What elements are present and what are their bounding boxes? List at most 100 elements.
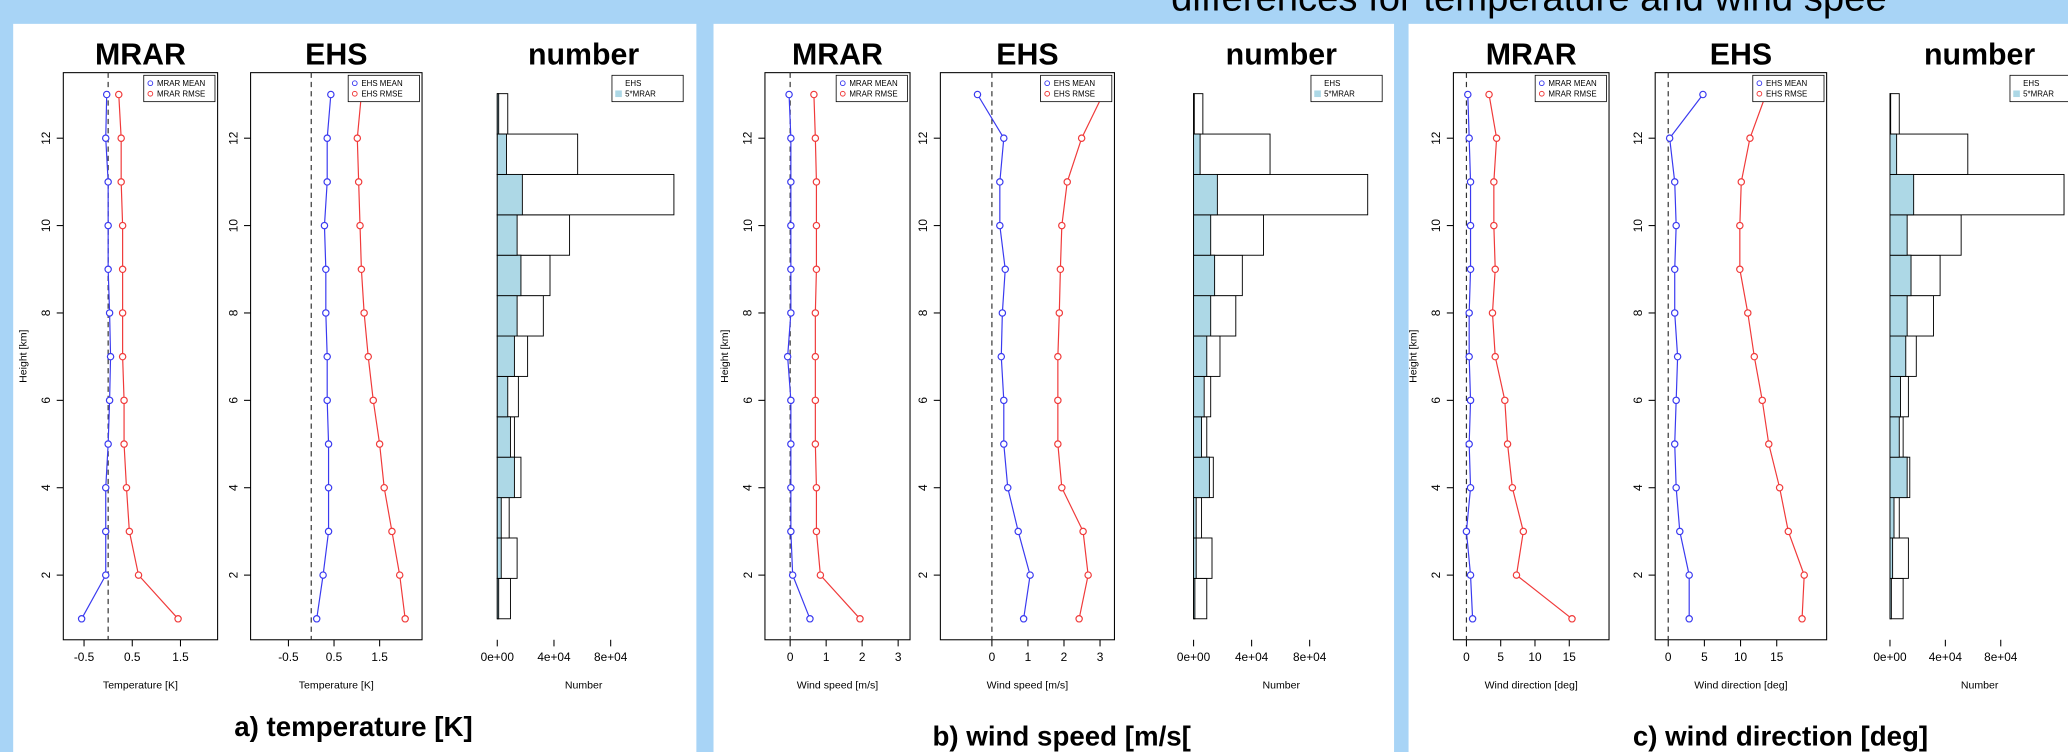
chart-title: MRAR (792, 39, 883, 72)
legend-label: EHS RMSE (361, 89, 402, 98)
legend (1310, 74, 1383, 103)
plot-frame (62, 72, 219, 641)
point (1014, 527, 1022, 536)
point (1501, 396, 1509, 405)
bar (1193, 254, 1216, 297)
chart-title: number (1924, 39, 2035, 72)
point (1466, 483, 1475, 492)
point (1001, 265, 1009, 274)
point (322, 309, 330, 317)
bar (1889, 456, 1908, 499)
legend-label: MRAR RMSE (157, 89, 205, 98)
bar (1889, 497, 1895, 539)
x-axis-label: Number (1961, 680, 1999, 692)
x-tick-label: 1.5 (371, 650, 388, 664)
x-tick-label: 8e+04 (1984, 650, 2018, 664)
point (787, 527, 795, 536)
y-axis-label: Height [km] (719, 329, 731, 382)
point (104, 440, 112, 448)
bar (1889, 173, 1915, 216)
x-tick-label: 3 (1097, 650, 1104, 664)
point (104, 178, 112, 186)
x-tick-label: -0.5 (74, 650, 95, 664)
point (1055, 309, 1064, 317)
point (174, 615, 182, 623)
point (1465, 440, 1473, 448)
x-tick-label: 10 (1734, 650, 1748, 664)
y-tick-label: 4 (39, 484, 53, 491)
point (125, 527, 134, 536)
bar (1193, 173, 1369, 216)
y-axis-label: Height [km] (1407, 329, 1419, 382)
x-tick-label: 0 (989, 650, 996, 664)
point (1465, 309, 1473, 317)
point (1736, 221, 1744, 230)
point (118, 265, 127, 274)
point (1519, 527, 1528, 536)
x-axis-label: Number (1263, 680, 1301, 692)
point (811, 309, 820, 317)
y-tick-label: 6 (741, 397, 755, 404)
bar (1193, 295, 1212, 337)
bar (1889, 133, 1898, 175)
point (1746, 134, 1754, 142)
point (812, 483, 821, 492)
legend-label: MRAR MEAN (1548, 79, 1597, 88)
legend-swatch (1314, 90, 1321, 98)
y-tick-label: 12 (1429, 132, 1443, 145)
x-tick-label: 15 (1563, 650, 1577, 664)
chart-title: EHS (996, 39, 1058, 72)
legend-swatch (2013, 79, 2020, 87)
legend-label: 5*MRAR (625, 89, 656, 98)
point (324, 440, 333, 448)
point (1056, 265, 1065, 274)
point (1775, 483, 1784, 492)
bar (1193, 416, 1203, 458)
point (787, 178, 795, 186)
x-tick-label: 8e+04 (594, 650, 628, 664)
point (1492, 134, 1501, 142)
y-tick-label: 4 (1429, 484, 1443, 491)
x-tick-label: 1 (823, 650, 830, 664)
point (812, 178, 821, 186)
point (1485, 90, 1493, 99)
legend-label: EHS MEAN (1054, 79, 1096, 88)
panel-caption: b) wind speed [m/s[ (932, 720, 1190, 751)
y-tick-label: 10 (226, 219, 240, 233)
y-tick-label: 8 (39, 309, 53, 316)
point (1512, 571, 1521, 579)
bar (1193, 93, 1204, 135)
point (1063, 178, 1071, 186)
y-tick-label: 2 (1429, 572, 1443, 579)
x-tick-label: 10 (1528, 650, 1542, 664)
point (1784, 527, 1793, 536)
point (388, 527, 396, 536)
legend-label: EHS (625, 79, 641, 88)
bar (1889, 295, 1908, 337)
point (101, 134, 110, 142)
y-tick-label: 8 (1429, 309, 1443, 316)
point (1000, 440, 1008, 448)
y-tick-label: 4 (741, 484, 755, 491)
point (811, 396, 820, 405)
point (323, 178, 331, 186)
y-tick-label: 2 (916, 572, 930, 579)
y-tick-label: 10 (1631, 219, 1645, 233)
point (1798, 615, 1806, 623)
point (1075, 615, 1083, 623)
point (1699, 90, 1707, 99)
legend (1534, 74, 1607, 103)
point (1058, 483, 1066, 492)
point (998, 309, 1007, 317)
point (105, 309, 114, 317)
point (1670, 178, 1679, 186)
x-tick-label: 0 (787, 650, 794, 664)
x-tick-label: 15 (1770, 650, 1784, 664)
y-tick-label: 8 (226, 309, 240, 316)
point (856, 615, 864, 623)
bar (1889, 577, 1904, 620)
point (1084, 571, 1092, 579)
point (1054, 352, 1062, 361)
bar (496, 93, 500, 135)
